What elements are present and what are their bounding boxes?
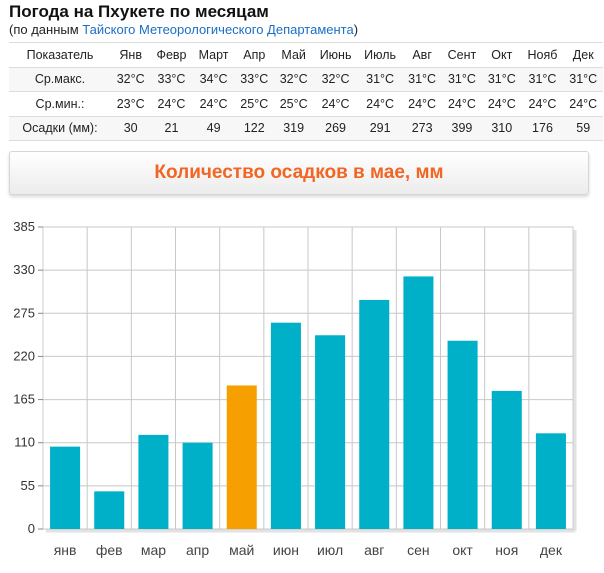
table-cell: 24°C	[482, 91, 522, 117]
table-cell: 31°C	[521, 67, 564, 92]
x-tick-label: дек	[540, 542, 563, 558]
table-header-row: Показатель Янв Февр Март Апр Май Июнь Июль Авг Се…	[9, 42, 603, 68]
y-tick-label: 220	[13, 348, 35, 363]
table-cell: 24°C	[521, 91, 564, 117]
subtitle-suffix: )	[353, 22, 359, 37]
x-tick-label: мар	[141, 542, 166, 558]
table-cell: 31°C	[402, 67, 442, 92]
bar-дек	[535, 433, 566, 529]
page-title: Погода на Пхукете по месяцам	[9, 2, 269, 21]
table-header-cell: Показатель	[9, 42, 111, 68]
table-cell: 32°C	[313, 67, 358, 92]
table-header-cell: Февр	[150, 42, 193, 68]
table-header-cell: Сент	[441, 42, 483, 68]
table-header-cell: Янв	[111, 42, 151, 68]
bar-май	[226, 385, 257, 529]
bar-сен	[403, 276, 434, 529]
table-row-label: Ср.макс.	[9, 67, 111, 92]
bar-мар	[138, 434, 169, 529]
table-row: Ср.мин.: 23°C 24°C 24°C 25°C 25°C 24°C 24°C 24°C…	[9, 91, 603, 117]
table-cell: 24°C	[402, 91, 442, 117]
table-cell: 34°C	[192, 67, 235, 92]
table-cell: 24°C	[150, 91, 193, 117]
table-cell: 31°C	[357, 67, 403, 92]
table-header-cell: Дек	[563, 42, 603, 68]
x-tick-label: май	[229, 542, 254, 558]
table-cell: 24°C	[192, 91, 235, 117]
y-tick-label: 110	[14, 435, 35, 450]
table-cell: 32°C	[111, 67, 151, 92]
table-cell: 30	[111, 116, 151, 141]
y-tick-label: 165	[13, 392, 35, 407]
chart-title-banner: Количество осадков в мае, мм	[9, 151, 589, 195]
bar-июл	[315, 335, 346, 529]
table-cell: 399	[441, 116, 483, 141]
table-header-cell: Июль	[357, 42, 403, 68]
table-cell: 122	[234, 116, 274, 141]
table-cell: 25°C	[273, 91, 314, 117]
table-cell: 24°C	[441, 91, 483, 117]
table-header-cell: Авг	[402, 42, 442, 68]
bar-июн	[270, 322, 301, 529]
x-tick-label: июл	[317, 542, 343, 558]
table-cell: 291	[357, 116, 403, 141]
y-tick-label: 385	[13, 219, 35, 234]
y-tick-label: 55	[21, 478, 35, 493]
table-cell: 176	[521, 116, 564, 141]
x-tick-label: ноя	[495, 542, 518, 558]
table-cell: 23°C	[111, 91, 151, 117]
table-row-label: Осадки (мм):	[9, 116, 111, 141]
bar-окт	[447, 340, 478, 529]
table-cell: 24°C	[357, 91, 403, 117]
table-cell: 25°C	[234, 91, 274, 117]
table-cell: 31°C	[482, 67, 522, 92]
table-header-cell: Июнь	[313, 42, 358, 68]
table-cell: 59	[563, 116, 603, 141]
table-cell: 32°C	[273, 67, 314, 92]
table-header-cell: Окт	[482, 42, 522, 68]
climate-table: Показатель Янв Февр Март Апр Май Июнь Июль Авг Се…	[9, 42, 603, 141]
table-row: Осадки (мм): 30 21 49 122 319 269 291 273 399 310 1…	[9, 116, 603, 141]
table-header-cell: Нояб	[521, 42, 564, 68]
table-cell: 31°C	[563, 67, 603, 92]
table-cell: 310	[482, 116, 522, 141]
table-cell: 21	[150, 116, 193, 141]
table-header-cell: Май	[273, 42, 314, 68]
y-tick-label: 0	[28, 521, 35, 536]
table-cell: 319	[273, 116, 314, 141]
x-tick-label: авг	[364, 542, 384, 558]
x-tick-label: фев	[96, 542, 123, 558]
table-cell: 24°C	[563, 91, 603, 117]
precipitation-bar-chart: 0 55 110 165 220 275 330 385 янв фев мар апр май июн и…	[13, 219, 577, 558]
x-tick-label: июн	[273, 542, 299, 558]
table-cell: 31°C	[441, 67, 483, 92]
table-header-cell: Март	[192, 42, 235, 68]
table-cell: 24°C	[313, 91, 358, 117]
source-link[interactable]: Тайского Метеорологического Департамента	[82, 22, 354, 37]
table-cell: 269	[313, 116, 358, 141]
table-row: Ср.макс. 32°C 33°C 34°C 33°C 32°C 32°C 31°C 31°C…	[9, 67, 603, 92]
table-cell: 33°C	[234, 67, 274, 92]
y-tick-label: 275	[13, 305, 35, 320]
bar-апр	[182, 442, 213, 529]
table-header-cell: Апр	[234, 42, 274, 68]
y-tick-label: 330	[13, 262, 35, 277]
bar-авг	[359, 299, 390, 529]
table-cell: 49	[192, 116, 235, 141]
subtitle-prefix: (по данным	[9, 22, 83, 37]
x-tick-label: янв	[54, 542, 77, 558]
bar-фев	[94, 491, 125, 529]
x-tick-label: сен	[407, 542, 430, 558]
bar-ноя	[491, 390, 522, 529]
table-row-label: Ср.мин.:	[9, 91, 111, 117]
x-tick-label: окт	[452, 542, 473, 558]
chart-title: Количество осадков в мае, мм	[154, 162, 444, 183]
table-cell: 273	[402, 116, 442, 141]
bar-янв	[50, 446, 81, 529]
page-subtitle: (по данным Тайского Метеорологического Д…	[9, 22, 358, 37]
table-cell: 33°C	[150, 67, 193, 92]
x-tick-label: апр	[186, 542, 209, 558]
